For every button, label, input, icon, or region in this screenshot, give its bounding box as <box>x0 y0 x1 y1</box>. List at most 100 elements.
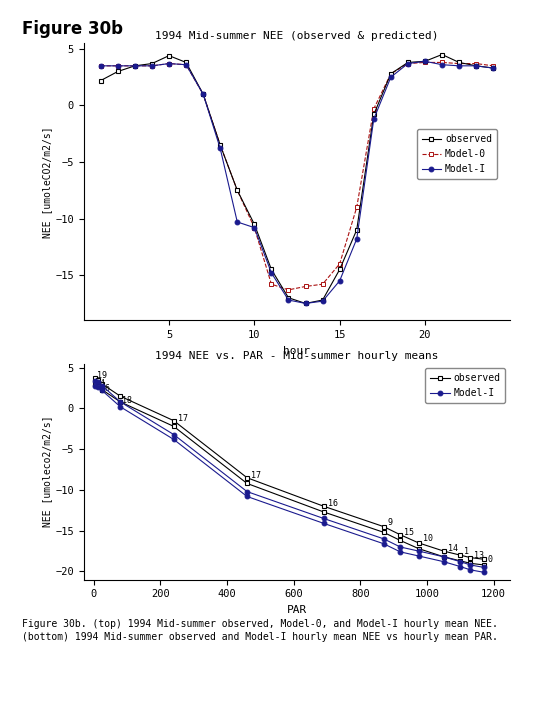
Model-0 <box>319 280 326 289</box>
Model-I <box>441 552 447 561</box>
Model-0 <box>404 59 411 68</box>
Model-I <box>268 269 275 277</box>
observed <box>404 58 411 67</box>
Model-I <box>117 397 124 406</box>
Model-I <box>285 296 292 305</box>
observed <box>117 392 124 400</box>
Model-I <box>166 59 172 68</box>
Text: 17: 17 <box>251 471 261 480</box>
Model-0 <box>217 140 224 149</box>
Model-I <box>456 61 462 70</box>
Model-I <box>200 90 206 99</box>
observed <box>94 376 101 384</box>
Line: Model-0: Model-0 <box>99 60 495 292</box>
X-axis label: hour: hour <box>284 346 310 356</box>
observed <box>467 553 474 562</box>
observed <box>388 69 394 78</box>
Model-I <box>132 61 138 70</box>
Text: 15: 15 <box>404 528 414 537</box>
Model-I <box>481 563 487 572</box>
Model-I <box>397 543 403 552</box>
observed <box>234 186 240 194</box>
Model-I <box>439 60 446 69</box>
Line: Model-I: Model-I <box>98 59 496 306</box>
Text: 18: 18 <box>123 396 132 405</box>
observed <box>481 555 487 564</box>
Model-I <box>183 60 190 69</box>
Model-0 <box>132 61 138 70</box>
Model-I <box>244 487 250 496</box>
observed <box>456 58 462 67</box>
Y-axis label: NEE [umoleCO2/m2/s]: NEE [umoleCO2/m2/s] <box>43 126 52 238</box>
observed <box>354 225 360 234</box>
observed <box>92 374 99 382</box>
Text: Figure 30b: Figure 30b <box>22 20 123 38</box>
Model-0 <box>473 59 480 68</box>
Model-I <box>467 561 474 570</box>
Model-I <box>457 557 463 566</box>
Model-0 <box>200 90 206 99</box>
Model-0 <box>183 60 190 69</box>
Text: 9: 9 <box>388 518 393 527</box>
observed <box>251 220 258 228</box>
Legend: observed, Model-0, Model-I: observed, Model-0, Model-I <box>417 130 497 179</box>
observed <box>183 58 190 67</box>
Text: 19: 19 <box>97 372 107 380</box>
observed <box>148 59 155 68</box>
Model-I <box>490 64 496 73</box>
Model-0 <box>251 223 258 232</box>
Model-I <box>217 144 224 153</box>
Model-0 <box>166 59 172 68</box>
observed <box>285 294 292 302</box>
observed <box>200 90 206 99</box>
Model-I <box>380 534 387 543</box>
Text: 4: 4 <box>100 379 105 389</box>
Model-I <box>388 73 394 81</box>
Model-I <box>370 114 377 123</box>
Text: Figure 30b. (top) 1994 Mid-summer observed, Model-0, and Model-I hourly mean NEE: Figure 30b. (top) 1994 Mid-summer observ… <box>22 619 497 629</box>
observed <box>457 551 463 559</box>
Text: 13: 13 <box>474 551 484 559</box>
Model-0 <box>234 186 240 194</box>
Model-0 <box>370 104 377 113</box>
Y-axis label: NEE [umoleco2/m2/s]: NEE [umoleco2/m2/s] <box>43 415 52 528</box>
observed <box>422 57 428 66</box>
Model-I <box>251 223 258 232</box>
observed <box>380 522 387 531</box>
observed <box>166 51 172 60</box>
Model-0 <box>268 280 275 289</box>
Model-0 <box>354 203 360 212</box>
observed <box>302 299 309 307</box>
observed <box>99 379 105 388</box>
Line: observed: observed <box>98 52 496 306</box>
observed <box>98 76 104 85</box>
Model-I <box>99 382 105 390</box>
Model-I <box>234 217 240 226</box>
Text: 1: 1 <box>464 546 469 556</box>
Model-I <box>404 59 411 68</box>
observed <box>320 502 327 510</box>
Text: (bottom) 1994 Mid-summer observed and Model-I hourly mean NEE vs hourly mean PAR: (bottom) 1994 Mid-summer observed and Mo… <box>22 632 497 642</box>
Model-0 <box>490 61 496 70</box>
Model-0 <box>439 58 446 67</box>
Model-0 <box>114 61 121 70</box>
Model-0 <box>285 286 292 294</box>
observed <box>171 416 177 425</box>
Text: 17: 17 <box>178 414 188 423</box>
observed <box>439 50 446 59</box>
Title: 1994 NEE vs. PAR - Mid-summer hourly means: 1994 NEE vs. PAR - Mid-summer hourly mea… <box>156 351 438 361</box>
Text: 16: 16 <box>328 499 338 508</box>
Model-I <box>473 61 480 70</box>
observed <box>370 110 377 119</box>
observed <box>319 296 326 305</box>
Text: 10: 10 <box>423 534 433 544</box>
Line: Model-I: Model-I <box>93 378 486 570</box>
observed <box>244 473 250 482</box>
observed <box>397 531 403 539</box>
Model-I <box>92 377 99 385</box>
Model-I <box>422 57 428 66</box>
Model-I <box>98 61 104 70</box>
observed <box>490 64 496 73</box>
Model-I <box>415 546 422 555</box>
Title: 1994 Mid-summer NEE (observed & predicted): 1994 Mid-summer NEE (observed & predicte… <box>156 31 438 41</box>
